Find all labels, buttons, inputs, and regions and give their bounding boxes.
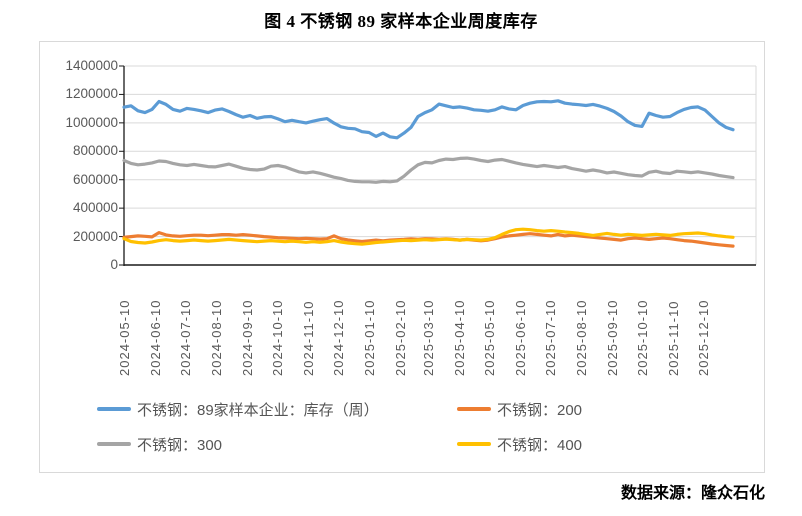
x-axis-label: 2025-02-10: [393, 299, 408, 377]
chart-container: 0 200000 400000 600000 800000 1000000 1200000 1…: [39, 41, 765, 473]
x-axis-label: 2024-06-10: [148, 299, 163, 377]
x-axis-label: 2025-06-10: [513, 299, 528, 377]
x-axis-label: 2025-03-10: [421, 299, 436, 377]
page-title: 图 4 不锈钢 89 家样本企业周度库存: [264, 12, 538, 31]
y-axis-label: 1200000: [65, 86, 118, 102]
y-axis-label: 0: [110, 257, 118, 272]
x-axis-label: 2025-01-10: [362, 299, 377, 377]
x-axis-label: 2025-10-10: [635, 299, 650, 377]
legend-label: 不锈钢：89家样本企业：库存（周）: [137, 401, 379, 419]
series-line-2: [122, 156, 735, 184]
legend-item-2: 不锈钢：300: [97, 436, 223, 454]
x-axis-label: 2025-07-10: [543, 299, 558, 377]
x-axis-label: 2024-07-10: [178, 299, 193, 377]
series-line-0: [122, 99, 735, 140]
legend-line-swatch: [457, 442, 491, 446]
y-axis-label: 1000000: [65, 114, 118, 130]
legend-label: 不锈钢：300: [137, 436, 223, 454]
series-line-3: [122, 227, 735, 246]
x-axis-label: 2024-12-10: [331, 299, 346, 377]
x-axis-label: 2024-11-10: [301, 300, 316, 376]
source-note: 数据来源：隆众石化: [620, 485, 765, 502]
x-axis-label: 2024-10-10: [270, 299, 285, 377]
x-axis-label: 2025-04-10: [452, 299, 467, 377]
y-axis-label: 200000: [72, 228, 118, 244]
legend-line-swatch: [97, 442, 131, 446]
x-axis-label: 2025-11-10: [666, 300, 681, 376]
legend-line-swatch: [457, 407, 491, 411]
x-axis-label: 2024-08-10: [209, 299, 224, 377]
plot-svg: [119, 65, 757, 266]
legend-label: 不锈钢：200: [497, 401, 583, 419]
legend-item-3: 不锈钢：400: [457, 436, 583, 454]
legend-label: 不锈钢：400: [497, 436, 583, 454]
y-axis-label: 800000: [72, 143, 118, 159]
x-axis-label: 2025-05-10: [482, 299, 497, 377]
legend-item-1: 不锈钢：200: [457, 401, 583, 419]
legend-item-0: 不锈钢：89家样本企业：库存（周）: [97, 401, 379, 419]
y-axis-label: 600000: [72, 171, 118, 187]
x-axis-label: 2025-09-10: [605, 299, 620, 377]
x-axis-label: 2024-09-10: [240, 299, 255, 377]
y-axis-label: 400000: [72, 200, 118, 216]
x-axis-label: 2024-05-10: [117, 299, 132, 377]
legend-line-swatch: [97, 407, 131, 411]
x-axis-label: 2025-08-10: [574, 299, 589, 377]
x-axis-label: 2025-12-10: [696, 299, 711, 377]
y-axis-label: 1400000: [65, 58, 118, 73]
